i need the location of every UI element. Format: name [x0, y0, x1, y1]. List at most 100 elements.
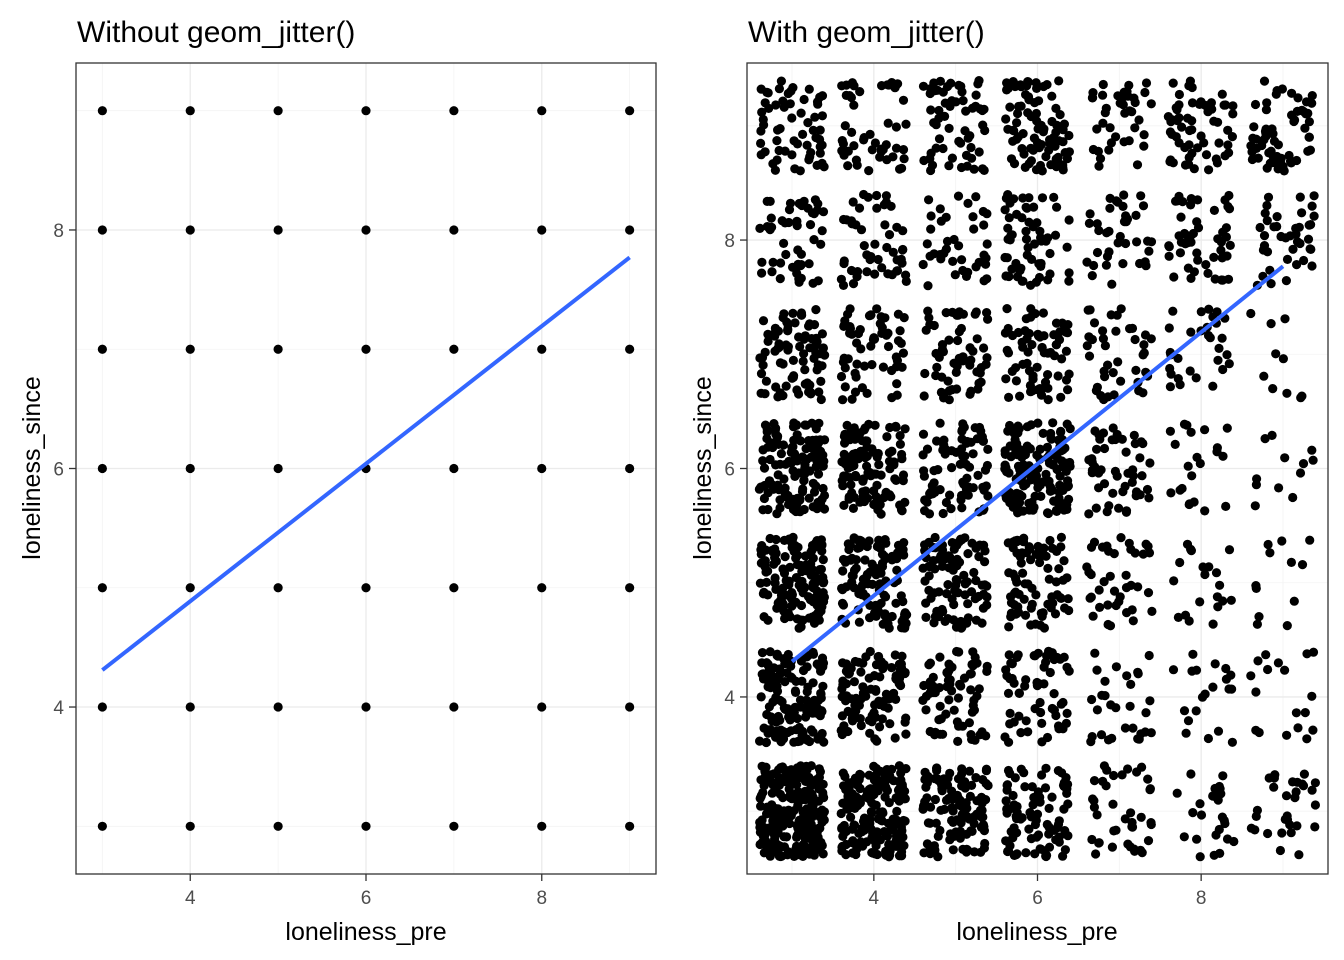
data-point: [840, 557, 851, 567]
data-point: [836, 808, 846, 819]
data-point: [537, 106, 547, 116]
data-point: [922, 839, 933, 849]
data-point: [854, 203, 865, 213]
data-point: [817, 805, 827, 815]
data-point: [780, 613, 790, 624]
data-point: [1016, 82, 1026, 92]
data-point: [862, 461, 872, 471]
data-point: [1247, 154, 1257, 165]
data-point: [185, 344, 195, 354]
data-point: [1225, 240, 1235, 250]
data-point: [1196, 307, 1206, 317]
data-point: [1292, 821, 1302, 831]
data-point: [875, 722, 885, 732]
data-point: [882, 432, 892, 442]
data-point: [859, 450, 870, 460]
data-point: [1051, 127, 1061, 137]
data-point: [1134, 115, 1144, 125]
data-point: [757, 541, 767, 551]
data-point: [981, 481, 991, 491]
data-point: [850, 387, 861, 397]
data-point: [939, 248, 949, 258]
data-point: [1293, 93, 1303, 103]
data-point: [1084, 218, 1094, 228]
data-point: [843, 354, 853, 364]
data-point: [934, 134, 945, 144]
data-point: [1134, 386, 1144, 396]
data-point: [802, 652, 812, 662]
data-point: [1177, 122, 1187, 132]
data-point: [1262, 200, 1272, 211]
data-point: [965, 389, 975, 399]
data-point: [1141, 78, 1152, 88]
data-point: [1034, 679, 1044, 689]
data-point: [1187, 471, 1197, 481]
data-point: [763, 566, 773, 576]
data-point: [1052, 652, 1062, 663]
data-point: [1127, 817, 1137, 828]
data-point: [1085, 209, 1095, 219]
data-point: [971, 101, 981, 111]
data-point: [1179, 832, 1189, 842]
data-point: [1195, 99, 1205, 109]
data-point: [983, 444, 993, 454]
data-point: [849, 100, 859, 110]
data-point: [976, 377, 986, 387]
data-point: [816, 239, 826, 249]
data-point: [817, 91, 828, 101]
data-point: [848, 197, 858, 207]
data-point: [1274, 483, 1284, 493]
data-point: [1217, 333, 1227, 343]
data-point: [944, 123, 954, 133]
data-point: [923, 281, 933, 291]
data-point: [885, 490, 895, 500]
data-point: [957, 503, 967, 513]
points-layer-without-jitter: [97, 106, 635, 831]
data-point: [1043, 563, 1053, 574]
data-point: [887, 270, 897, 280]
data-point: [804, 493, 814, 503]
data-point: [1025, 808, 1035, 818]
data-point: [943, 773, 953, 783]
data-point: [1307, 785, 1317, 795]
data-point: [1193, 195, 1203, 205]
data-point: [273, 225, 283, 235]
data-point: [755, 817, 765, 828]
data-point: [942, 81, 953, 92]
data-point: [1141, 539, 1151, 549]
data-point: [858, 474, 869, 484]
data-point: [1002, 85, 1012, 95]
data-point: [1125, 106, 1135, 116]
data-point: [892, 565, 902, 575]
data-point: [956, 138, 966, 148]
data-point: [877, 263, 887, 273]
data-point: [954, 800, 964, 810]
data-point: [1055, 471, 1065, 481]
data-point: [1267, 430, 1277, 440]
data-point: [953, 335, 963, 346]
data-point: [1165, 363, 1175, 374]
data-point: [1030, 849, 1040, 859]
data-point: [97, 583, 107, 593]
data-point: [881, 538, 891, 548]
data-point: [816, 693, 826, 703]
data-point: [803, 791, 813, 801]
data-point: [838, 280, 849, 290]
data-point: [1127, 323, 1138, 333]
data-point: [1120, 814, 1130, 824]
data-point: [819, 504, 830, 514]
data-point: [1026, 555, 1036, 565]
data-point: [1059, 556, 1069, 566]
data-point: [930, 730, 940, 740]
data-point: [918, 259, 928, 270]
data-point: [811, 305, 821, 315]
data-point: [778, 734, 788, 744]
data-point: [1027, 583, 1037, 593]
data-point: [1037, 193, 1048, 203]
data-point: [1044, 574, 1054, 584]
data-point: [802, 735, 812, 745]
x-tick-label-without-jitter: 8: [536, 888, 547, 909]
data-point: [765, 196, 775, 206]
data-point: [1042, 442, 1052, 452]
data-point: [1118, 487, 1128, 497]
